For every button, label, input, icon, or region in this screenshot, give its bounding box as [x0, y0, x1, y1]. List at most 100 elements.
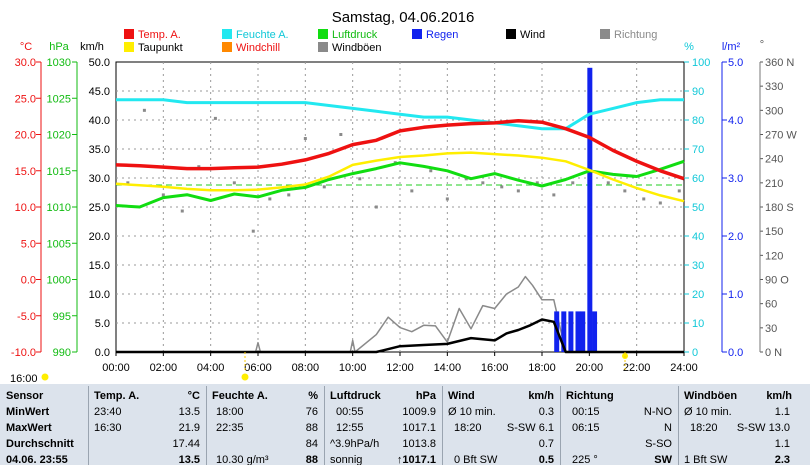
direction-axis-tick-label: 270 W	[765, 130, 797, 142]
rain-axis-tick-label: 3.0	[728, 173, 743, 185]
stats-gust-min-label: Ø 10 min.	[684, 406, 732, 418]
legend-swatch	[506, 29, 516, 39]
time-markers: 16:00	[10, 352, 628, 385]
plot-grid	[116, 62, 684, 352]
stats-gust-title: Windböen	[684, 390, 738, 402]
legend-label: Feuchte A.	[236, 29, 289, 41]
statistics-table: Sensor MinWert MaxWert Durchschnitt 04.0…	[0, 384, 810, 465]
humidity-axis-tick-label: 100	[692, 57, 710, 69]
legend-swatch	[318, 42, 328, 52]
temp-axis-tick-label: 0.0	[21, 275, 36, 287]
stats-label-min: MinWert	[6, 406, 50, 418]
x-axis-tick-label: 16:00	[481, 362, 509, 374]
wind-axis-tick-label: 0.0	[95, 347, 110, 359]
direction-point	[552, 193, 556, 197]
legend-label: Taupunkt	[138, 42, 183, 54]
wind-axis-tick-label: 20.0	[89, 231, 110, 243]
direction-point	[287, 193, 291, 197]
stats-gust-max-time: 18:20	[690, 422, 718, 434]
legend-swatch	[318, 29, 328, 39]
direction-point	[429, 169, 433, 173]
stats-wind-max: S-SW 6.1	[506, 422, 554, 434]
stats-pressure-min: 1009.9	[402, 406, 436, 418]
y-axes: 30.025.020.015.010.05.00.0-5.0-10.010301…	[11, 57, 797, 359]
x-axis: 00:00 02:00 04:00 06:00 08:00 10:00 12:00 14:00…	[102, 352, 698, 374]
rain-axis-tick-label: 0.0	[728, 347, 743, 359]
direction-point	[623, 189, 627, 193]
stats-separator	[88, 386, 89, 465]
stats-gust-current-extra: 1 Bft SW	[684, 454, 728, 465]
legend-label: Wind	[520, 29, 545, 41]
direction-point	[571, 181, 575, 185]
stats-temp-column: Temp. A. °C 23:40 13.5 16:30 21.9 17.44 …	[88, 384, 206, 465]
pressure-axis-unit: hPa	[49, 41, 69, 53]
direction-axis-tick-label: 210	[765, 178, 783, 190]
stats-direction-min: N-NO	[643, 406, 672, 418]
x-axis-tick-label: 06:00	[244, 362, 272, 374]
direction-point	[251, 229, 255, 233]
stats-temp-current: 13.5	[178, 454, 200, 465]
humidity-axis-tick-label: 90	[692, 86, 704, 98]
legend-swatch	[600, 29, 610, 39]
x-axis-tick-label: 10:00	[339, 362, 367, 374]
direction-axis-tick-label: 240	[765, 154, 783, 166]
direction-point	[374, 205, 378, 209]
direction-point	[303, 137, 307, 141]
stats-direction-column: Richtung 00:15 N-NO 06:15 N S-SO 225 ° S…	[560, 384, 678, 465]
direction-axis-tick-label: 0 N	[765, 347, 782, 359]
direction-point	[658, 201, 662, 205]
wind-axis-unit: km/h	[80, 41, 104, 53]
stats-direction-avg: S-SO	[645, 438, 672, 450]
humidity-axis-tick-label: 30	[692, 260, 704, 272]
wind-axis-tick-label: 45.0	[89, 86, 110, 98]
stats-temp-title: Temp. A.	[94, 390, 140, 402]
direction-point	[232, 181, 236, 185]
legend-label: Richtung	[614, 29, 657, 41]
pressure-axis-tick-label: 990	[53, 347, 71, 359]
wind-axis-tick-label: 35.0	[89, 144, 110, 156]
humidity-axis-tick-label: 70	[692, 144, 704, 156]
rain-axis-unit: l/m²	[722, 41, 741, 53]
temp-axis-tick-label: 20.0	[15, 130, 36, 142]
wind-axis-tick-label: 15.0	[89, 260, 110, 272]
wind-axis-tick-label: 5.0	[95, 318, 110, 330]
wind-axis-tick-label: 40.0	[89, 115, 110, 127]
direction-point	[481, 181, 485, 185]
direction-axis-tick-label: 300	[765, 105, 783, 117]
wind-axis-tick-label: 25.0	[89, 202, 110, 214]
temp-axis-tick-label: 10.0	[15, 202, 36, 214]
direction-axis-unit: °	[760, 39, 764, 51]
stats-temp-max: 21.9	[178, 422, 200, 434]
stats-separator	[560, 386, 561, 465]
stats-label-current: 04.06. 23:55	[6, 454, 68, 465]
stats-direction-max: N	[664, 422, 672, 434]
series-line-temp-a	[115, 118, 685, 181]
x-axis-tick-label: 04:00	[197, 362, 225, 374]
stats-temp-min-time: 23:40	[94, 406, 122, 418]
temp-axis-tick-label: 15.0	[15, 166, 36, 178]
stats-direction-title: Richtung	[566, 390, 614, 402]
stats-pressure-current: ↑1017.1	[396, 454, 436, 465]
stats-wind-unit: km/h	[528, 390, 554, 402]
stats-direction-max-time: 06:15	[572, 422, 600, 434]
temp-axis-unit: °C	[20, 41, 32, 53]
stats-humidity-min: 76	[305, 406, 318, 418]
temp-axis-tick-label: 5.0	[21, 238, 36, 250]
stats-humidity-current: 88	[305, 454, 318, 465]
wind-axis-tick-label: 50.0	[89, 57, 110, 69]
stats-wind-current: 0.5	[538, 454, 554, 465]
sunrise-marker	[241, 373, 249, 381]
direction-axis-tick-label: 150	[765, 226, 783, 238]
sunrise-marker	[41, 373, 49, 381]
stats-pressure-unit: hPa	[415, 390, 436, 402]
stats-pressure-avg-extra: ^3.9hPa/h	[330, 438, 380, 450]
stats-pressure-current-extra: sonnig	[330, 454, 363, 465]
stats-humidity-column: Feuchte A. % 18:00 76 22:35 88 84 10.30 …	[206, 384, 324, 465]
x-axis-tick-label: 18:00	[528, 362, 556, 374]
direction-axis-tick-label: 180 S	[765, 202, 794, 214]
rain-bar	[575, 311, 581, 352]
stats-humidity-avg: 84	[305, 438, 318, 450]
legend-label: Regen	[426, 29, 458, 41]
direction-axis-tick-label: 360 N	[765, 57, 794, 69]
weather-chart: Samstag, 04.06.2016 Temp. A. Feuchte A. Lu…	[10, 9, 798, 385]
